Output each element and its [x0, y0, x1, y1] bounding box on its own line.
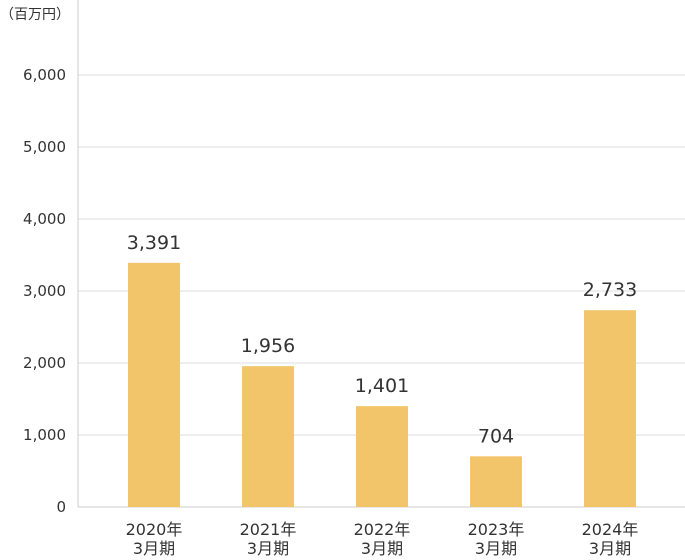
x-category-label: 2023年 [468, 520, 525, 539]
data-labels: 3,391 1,956 1,401 704 2,733 [127, 232, 637, 447]
y-tick-label: 1,000 [23, 426, 66, 444]
x-category-label: 2024年 [582, 520, 639, 539]
data-label: 3,391 [127, 232, 181, 254]
x-category-label: 2021年 [240, 520, 297, 539]
y-tick-label: 3,000 [23, 282, 66, 300]
unit-label: （百万円） [0, 7, 70, 23]
x-category-label: 3月期 [247, 539, 289, 558]
bars [128, 262, 636, 507]
y-tick-label: 5,000 [23, 138, 66, 156]
x-category-label: 3月期 [475, 539, 517, 558]
y-tick-label: 6,000 [23, 66, 66, 84]
x-category-label: 2022年 [354, 520, 411, 539]
bar [356, 406, 408, 507]
data-label: 704 [478, 425, 514, 447]
bar [470, 456, 522, 507]
x-category-label: 3月期 [133, 539, 175, 558]
bar [584, 310, 636, 507]
x-category-label: 3月期 [361, 539, 403, 558]
bar [242, 366, 294, 507]
y-tick-label: 4,000 [23, 210, 66, 228]
y-tick-labels: 0 1,000 2,000 3,000 4,000 5,000 6,000 [23, 66, 66, 516]
x-category-label: 2020年 [126, 520, 183, 539]
data-label: 1,401 [355, 375, 409, 397]
x-category-label: 3月期 [589, 539, 631, 558]
data-label: 2,733 [583, 279, 637, 301]
y-tick-label: 0 [56, 498, 66, 516]
data-label: 1,956 [241, 335, 295, 357]
bar [128, 262, 180, 507]
y-tick-label: 2,000 [23, 354, 66, 372]
